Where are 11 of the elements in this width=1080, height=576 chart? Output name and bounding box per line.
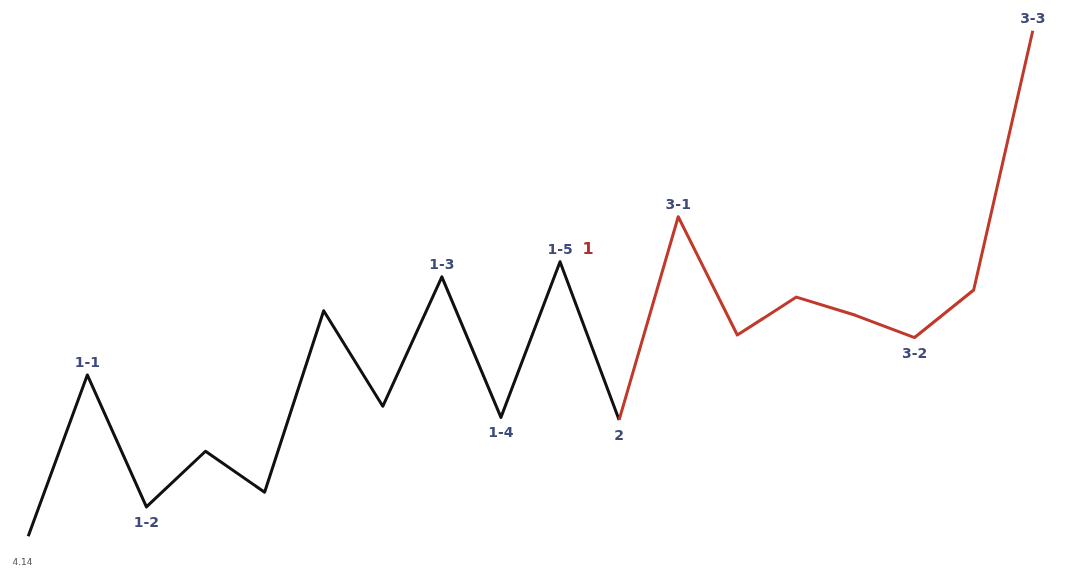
annotation: 3-2 [901, 344, 928, 361]
text: 4.14 [12, 556, 33, 567]
annotation: 1-4 [488, 424, 514, 441]
annotation: 1-2 [133, 513, 160, 530]
annotation: 2 [614, 426, 625, 443]
annotation: 3-3 [1020, 9, 1046, 26]
annotation: 1 [582, 238, 594, 258]
annotation: 3-1 [665, 195, 691, 212]
annotation: 1-3 [429, 255, 455, 272]
annotation: 1-5 [547, 240, 573, 257]
annotation: 1-1 [74, 353, 100, 370]
